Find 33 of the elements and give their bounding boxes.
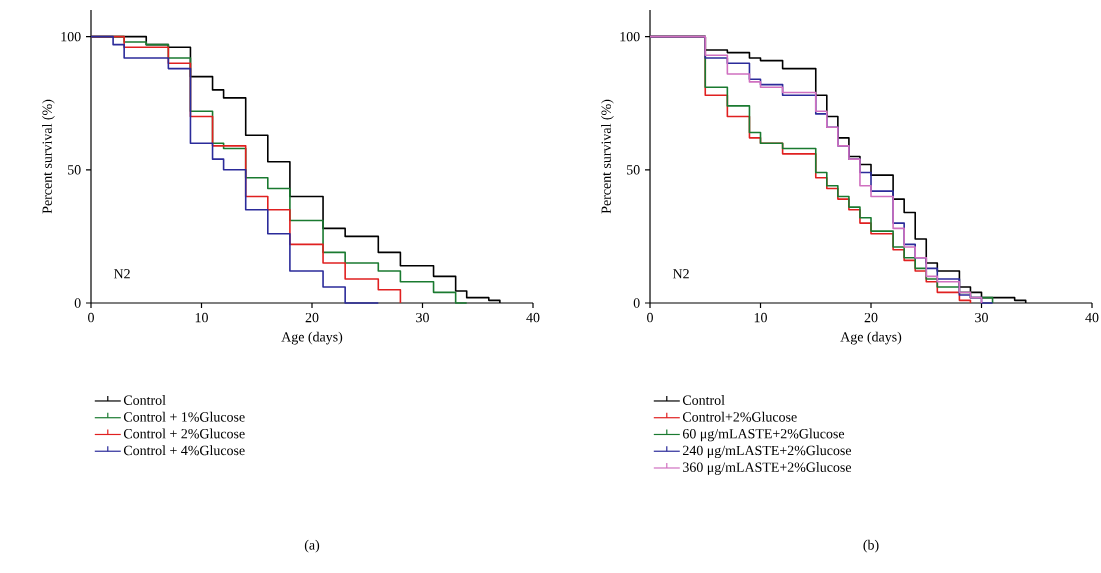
x-axis-title: Age (days) — [281, 331, 343, 345]
annotation: N2 — [672, 269, 689, 279]
y-axis-title: Percent survival (%) — [42, 99, 55, 214]
legend-label: 360 μg/mLASTE+2%Glucose — [683, 462, 852, 475]
legend-label: 60 μg/mLASTE+2%Glucose — [682, 428, 845, 442]
legend-label: Control — [123, 395, 166, 405]
x-tick-label: 30 — [416, 312, 429, 323]
legend-label: 240 μg/mLASTE+2%Glucose — [682, 445, 852, 459]
text: (b) — [863, 539, 879, 553]
y-tick-label: 50 — [627, 165, 640, 175]
x-tick-label: 40 — [526, 312, 540, 323]
x-tick-label: 0 — [647, 312, 653, 323]
x-axis-title: Age (days) — [840, 331, 902, 345]
y-tick-label: 50 — [68, 165, 81, 175]
legend-label: Control + 4%Glucose — [123, 445, 245, 456]
x-tick-label: 0 — [88, 312, 94, 323]
y-tick-label: 100 — [61, 31, 81, 42]
y-tick-label: 0 — [633, 298, 640, 308]
text: (a) — [304, 539, 320, 553]
x-tick-label: 30 — [975, 312, 988, 323]
x-tick-label: 20 — [305, 312, 319, 323]
y-tick-label: 100 — [620, 31, 640, 42]
annotation: N2 — [113, 269, 130, 279]
x-tick-label: 20 — [864, 312, 878, 323]
legend-label: Control — [682, 395, 725, 405]
legend-label: Control + 1%Glucose — [123, 411, 245, 422]
x-tick-label: 10 — [195, 312, 208, 323]
y-tick-label: 0 — [74, 298, 81, 308]
x-tick-label: 40 — [1085, 312, 1099, 323]
legend-label: Control+2%Glucose — [682, 411, 797, 422]
x-tick-label: 10 — [754, 312, 767, 323]
y-axis-title: Percent survival (%) — [601, 99, 614, 214]
legend-label: Control + 2%Glucose — [123, 428, 245, 439]
